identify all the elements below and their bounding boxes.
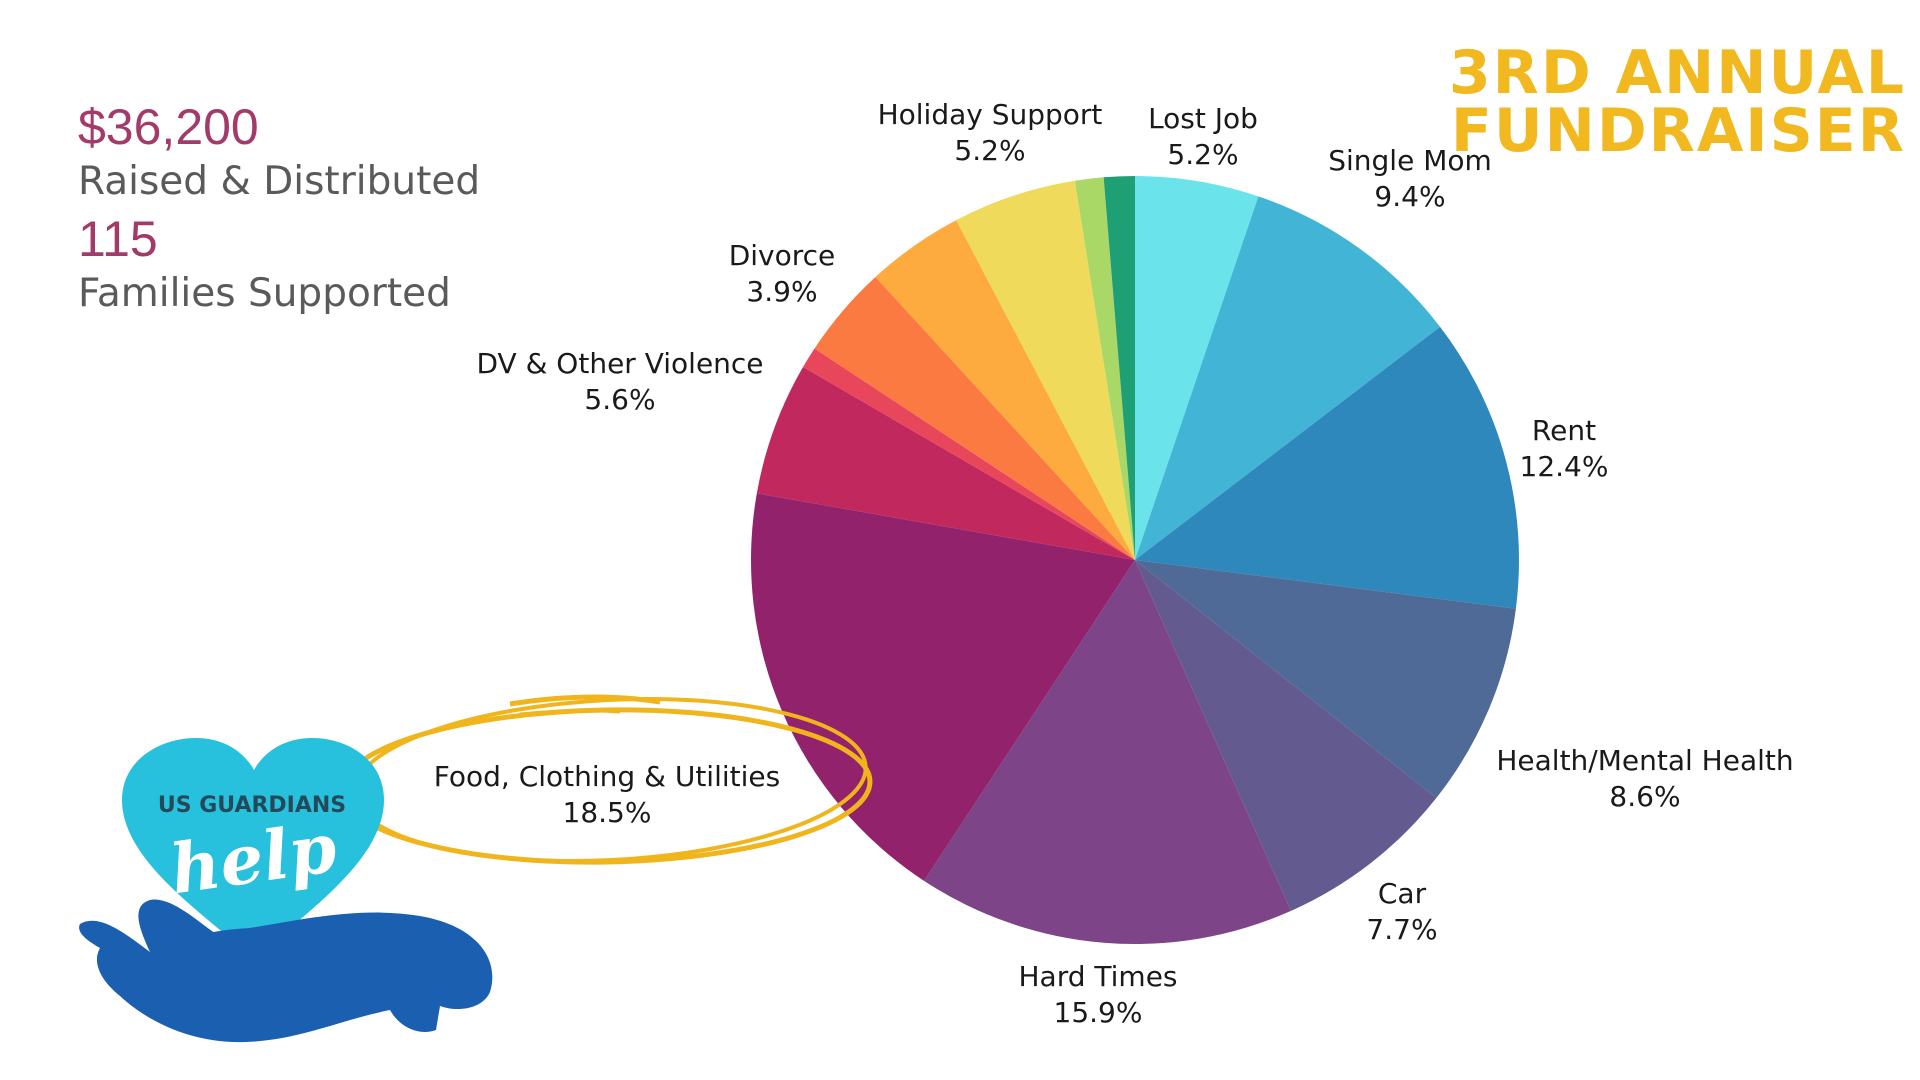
slice-label-percent: 3.9%	[746, 275, 817, 308]
slice-label-percent: 9.4%	[1374, 180, 1445, 213]
raised-amount: $36,200	[78, 99, 259, 155]
pie-slice-hard-times	[923, 560, 1291, 944]
hand-thumb-icon	[138, 899, 216, 952]
slice-label-divorce: Divorce 3.9%	[729, 239, 836, 308]
families-caption: Families Supported	[78, 271, 451, 316]
title-line-1: 3RD ANNUAL	[1448, 38, 1906, 108]
slice-label-name: Holiday Support	[878, 98, 1103, 131]
slice-label-name: Food, Clothing & Utilities	[434, 760, 780, 793]
pie-labels: Lost Job 5.2% Single Mom 9.4%Rent 12.4%Healt…	[434, 98, 1794, 1029]
pie-slices	[750, 176, 1520, 944]
slice-label-percent: 18.5%	[563, 796, 652, 829]
pie-slice-unlabeled-10	[875, 220, 1135, 560]
slice-label-percent: 5.2%	[954, 134, 1025, 167]
pie-slice-dv-other-violence	[756, 366, 1135, 560]
fundraiser-title: 3RD ANNUAL FUNDRAISER	[1448, 38, 1906, 166]
slice-label-health-mental-health: Health/Mental Health 8.6%	[1496, 744, 1793, 813]
logo-top-text: US GUARDIANS	[158, 793, 346, 818]
slice-label-hard-times: Hard Times 15.9%	[1018, 960, 1177, 1029]
raised-caption: Raised & Distributed	[78, 159, 481, 204]
slice-label-holiday-support: Holiday Support 5.2%	[878, 98, 1103, 167]
hand-icon	[79, 912, 493, 1043]
slice-label-percent: 8.6%	[1609, 780, 1680, 813]
slice-label-percent: 12.4%	[1520, 450, 1609, 483]
pie-slice-lost-job	[1135, 176, 1259, 560]
slice-label-percent: 7.7%	[1366, 913, 1437, 946]
slice-label-name: Health/Mental Health	[1496, 744, 1793, 777]
pie-slice-divorce	[814, 276, 1135, 560]
slice-label-car: Car 7.7%	[1366, 877, 1437, 946]
stats-block: $36,200 Raised & Distributed 115 Familie…	[78, 100, 480, 324]
slice-label-name: DV & Other Violence	[476, 347, 763, 380]
slice-label-name: Divorce	[729, 239, 836, 272]
pie-slice-single-mom	[1135, 196, 1441, 560]
slice-label-dv-other-violence: DV & Other Violence 5.6%	[476, 347, 763, 416]
slice-label-name: Car	[1378, 877, 1427, 910]
pie-slice-food-clothing-utilities	[750, 493, 1135, 881]
pie-slice-unlabeled-8	[803, 348, 1135, 560]
slice-label-percent: 5.2%	[1167, 138, 1238, 171]
slice-label-name: Single Mom	[1328, 144, 1492, 177]
pie-slice-unlabeled-12	[1074, 177, 1135, 561]
pie-slice-car	[1135, 560, 1437, 911]
title-line-2: FUNDRAISER	[1450, 96, 1906, 166]
families-count: 115	[78, 211, 158, 267]
slice-label-single-mom: Single Mom 9.4%	[1328, 144, 1492, 213]
slice-label-food-clothing-utilities: Food, Clothing & Utilities 18.5%	[434, 760, 780, 829]
us-guardians-help-logo: US GUARDIANS help	[79, 738, 493, 1043]
heart-icon	[122, 738, 384, 960]
pie-slice-unlabeled-13	[1103, 176, 1135, 560]
slice-label-name: Rent	[1532, 414, 1596, 447]
pie-slice-health-mental-health	[1135, 560, 1516, 798]
slice-label-percent: 15.9%	[1054, 996, 1143, 1029]
slice-label-rent: Rent 12.4%	[1520, 414, 1609, 483]
slice-label-percent: 5.6%	[584, 383, 655, 416]
pie-slice-holiday-support	[956, 180, 1135, 560]
pie-slice-rent	[1135, 326, 1520, 609]
slice-label-lost-job: Lost Job 5.2%	[1148, 102, 1258, 171]
slice-label-name: Hard Times	[1018, 960, 1177, 993]
slice-label-name: Lost Job	[1148, 102, 1258, 135]
